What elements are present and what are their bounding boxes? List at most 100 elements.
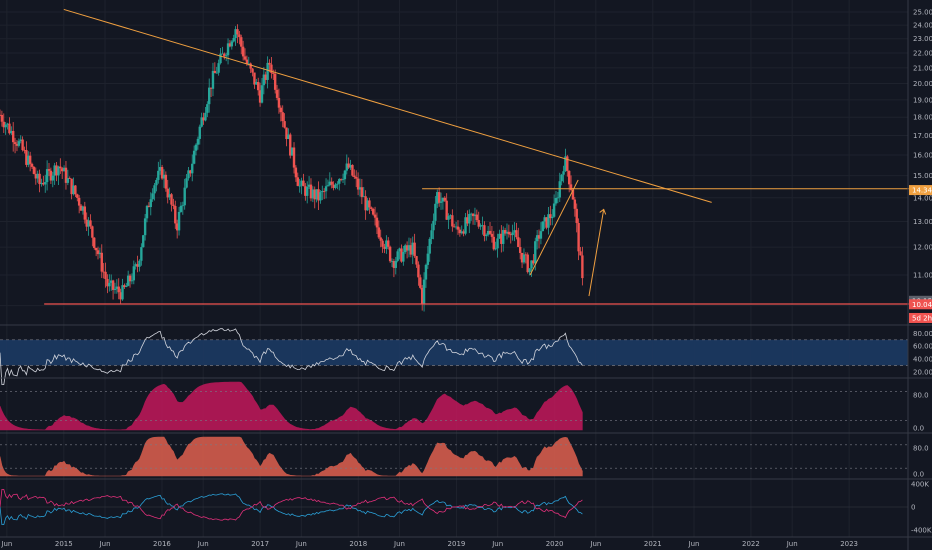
candle-down xyxy=(175,223,179,231)
indicator-1-tick-label: 80.0 xyxy=(913,392,929,400)
candle-up xyxy=(290,147,294,156)
candle-down xyxy=(400,248,403,262)
candle-down xyxy=(285,127,288,140)
rising-trendline[interactable] xyxy=(529,179,579,276)
candle-down xyxy=(15,143,19,146)
candle-down xyxy=(532,260,535,264)
candle-down xyxy=(13,142,17,144)
candle-up xyxy=(528,268,531,273)
candle-down xyxy=(283,121,286,128)
candle-down xyxy=(47,169,51,171)
rsi-tick-label: 40.00 xyxy=(913,356,932,364)
candle-up xyxy=(422,279,426,305)
candle-down xyxy=(330,181,333,185)
indicator-1-area xyxy=(0,381,583,431)
candle-up xyxy=(149,199,152,208)
indicator-pane-2[interactable] xyxy=(0,436,908,477)
candle-up xyxy=(155,179,158,186)
candle-down xyxy=(174,205,177,224)
candle-up xyxy=(125,285,128,288)
candle-down xyxy=(332,184,335,188)
candle-down xyxy=(64,167,68,183)
candle-down xyxy=(294,167,298,178)
arrow-head[interactable] xyxy=(599,208,607,215)
candle-up xyxy=(345,163,348,171)
candle-up xyxy=(539,231,543,239)
candle-up xyxy=(230,41,234,47)
candle-up xyxy=(554,198,558,204)
price-scale[interactable]: 25.00 24.00 23.00 22.00 21.00 20.00 19.00 18.00… xyxy=(909,9,932,535)
candle-down xyxy=(70,178,73,195)
candle-up xyxy=(219,53,222,64)
candle-up xyxy=(449,215,452,217)
candle-up xyxy=(468,213,471,224)
candle-down xyxy=(147,205,151,208)
candle-up xyxy=(496,238,499,249)
candle-down xyxy=(170,194,173,205)
candle-up xyxy=(66,178,70,183)
price-pane[interactable] xyxy=(0,8,918,312)
candle-down xyxy=(370,207,373,209)
oscillator-pane[interactable] xyxy=(0,489,908,525)
candle-down xyxy=(128,275,132,282)
candle-up xyxy=(298,185,301,187)
candle-up xyxy=(194,144,198,151)
candle-up xyxy=(262,74,266,86)
candle-up xyxy=(138,260,141,267)
candle-up xyxy=(134,264,137,267)
candle-up xyxy=(19,139,22,142)
price-tick-label: 24.00 xyxy=(913,22,932,30)
candle-down xyxy=(251,68,254,73)
trendline-descending[interactable] xyxy=(63,8,712,203)
price-tick-label: 23.00 xyxy=(913,35,932,43)
candle-down xyxy=(475,214,479,221)
price-tick-label: 12.00 xyxy=(913,244,932,252)
candle-down xyxy=(272,72,275,74)
candle-down xyxy=(32,166,36,174)
candle-up xyxy=(434,203,437,221)
candle-down xyxy=(317,189,320,201)
candle-down xyxy=(164,174,168,189)
price-tick-label: 19.00 xyxy=(913,96,932,104)
candle-down xyxy=(415,256,418,265)
candle-down xyxy=(488,230,492,234)
candle-up xyxy=(424,264,428,280)
candle-down xyxy=(68,178,71,179)
arrow-line[interactable] xyxy=(588,209,605,297)
candle-down xyxy=(0,114,2,116)
price-tick-label: 20.00 xyxy=(913,80,932,88)
candle-up xyxy=(447,216,450,220)
candle-down xyxy=(379,237,382,241)
price-tag[interactable]: 5d 2h xyxy=(909,312,932,323)
candle-up xyxy=(109,280,113,283)
candle-up xyxy=(505,231,509,234)
candle-down xyxy=(83,206,87,220)
indicator-pane-1[interactable] xyxy=(0,381,908,431)
candle-up xyxy=(511,232,514,236)
candle-down xyxy=(413,242,416,257)
candle-up xyxy=(513,230,516,233)
price-tick-label: 15.00 xyxy=(913,172,932,180)
time-scale[interactable]: Jun 2015 Jun 2016 Jun 2017 Jun 2018 Jun 2019 Jun 20… xyxy=(0,540,858,548)
candle-down xyxy=(451,215,454,227)
price-tag[interactable]: 10.04 xyxy=(909,299,932,310)
candle-down xyxy=(76,194,79,198)
candle-up xyxy=(402,252,405,262)
price-tick-label: 21.00 xyxy=(913,64,932,72)
candle-down xyxy=(545,217,548,228)
oscillator-tick-label: 400K xyxy=(911,481,929,489)
candle-up xyxy=(562,171,565,175)
candle-down xyxy=(202,117,205,121)
price-tag[interactable]: 14.34 xyxy=(909,185,932,196)
rsi-pane[interactable] xyxy=(0,328,908,385)
candle-up xyxy=(17,141,21,146)
candle-up xyxy=(336,183,339,185)
candle-down xyxy=(518,247,522,253)
candle-down xyxy=(258,90,262,103)
candle-up xyxy=(198,126,201,139)
candle-down xyxy=(106,278,109,287)
candle-up xyxy=(4,124,7,128)
candle-down xyxy=(387,240,390,247)
